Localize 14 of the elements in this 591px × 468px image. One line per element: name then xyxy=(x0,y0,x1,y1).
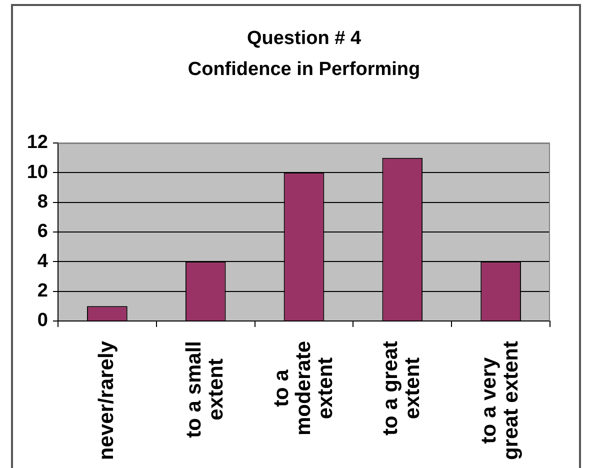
chart-subtitle: Confidence in Performing xyxy=(188,59,420,80)
y-tick-label: 2 xyxy=(37,280,48,302)
x-tick-label: to a very great extent xyxy=(478,340,523,460)
x-tick-label: to a great extent xyxy=(379,340,424,436)
y-tick-label: 12 xyxy=(26,132,48,154)
chart-title: Question # 4 xyxy=(246,28,362,50)
x-tick-label: never/rarely xyxy=(94,340,118,460)
x-tick-label: to a small extent xyxy=(182,340,228,438)
y-tick-label: 0 xyxy=(37,310,48,332)
y-tick-label: 6 xyxy=(37,221,48,242)
y-tick-label: 4 xyxy=(37,250,48,272)
y-tick-label: 10 xyxy=(26,162,48,183)
y-tick-label: 8 xyxy=(37,192,48,213)
x-tick-label: to a moderate extent xyxy=(270,341,337,436)
